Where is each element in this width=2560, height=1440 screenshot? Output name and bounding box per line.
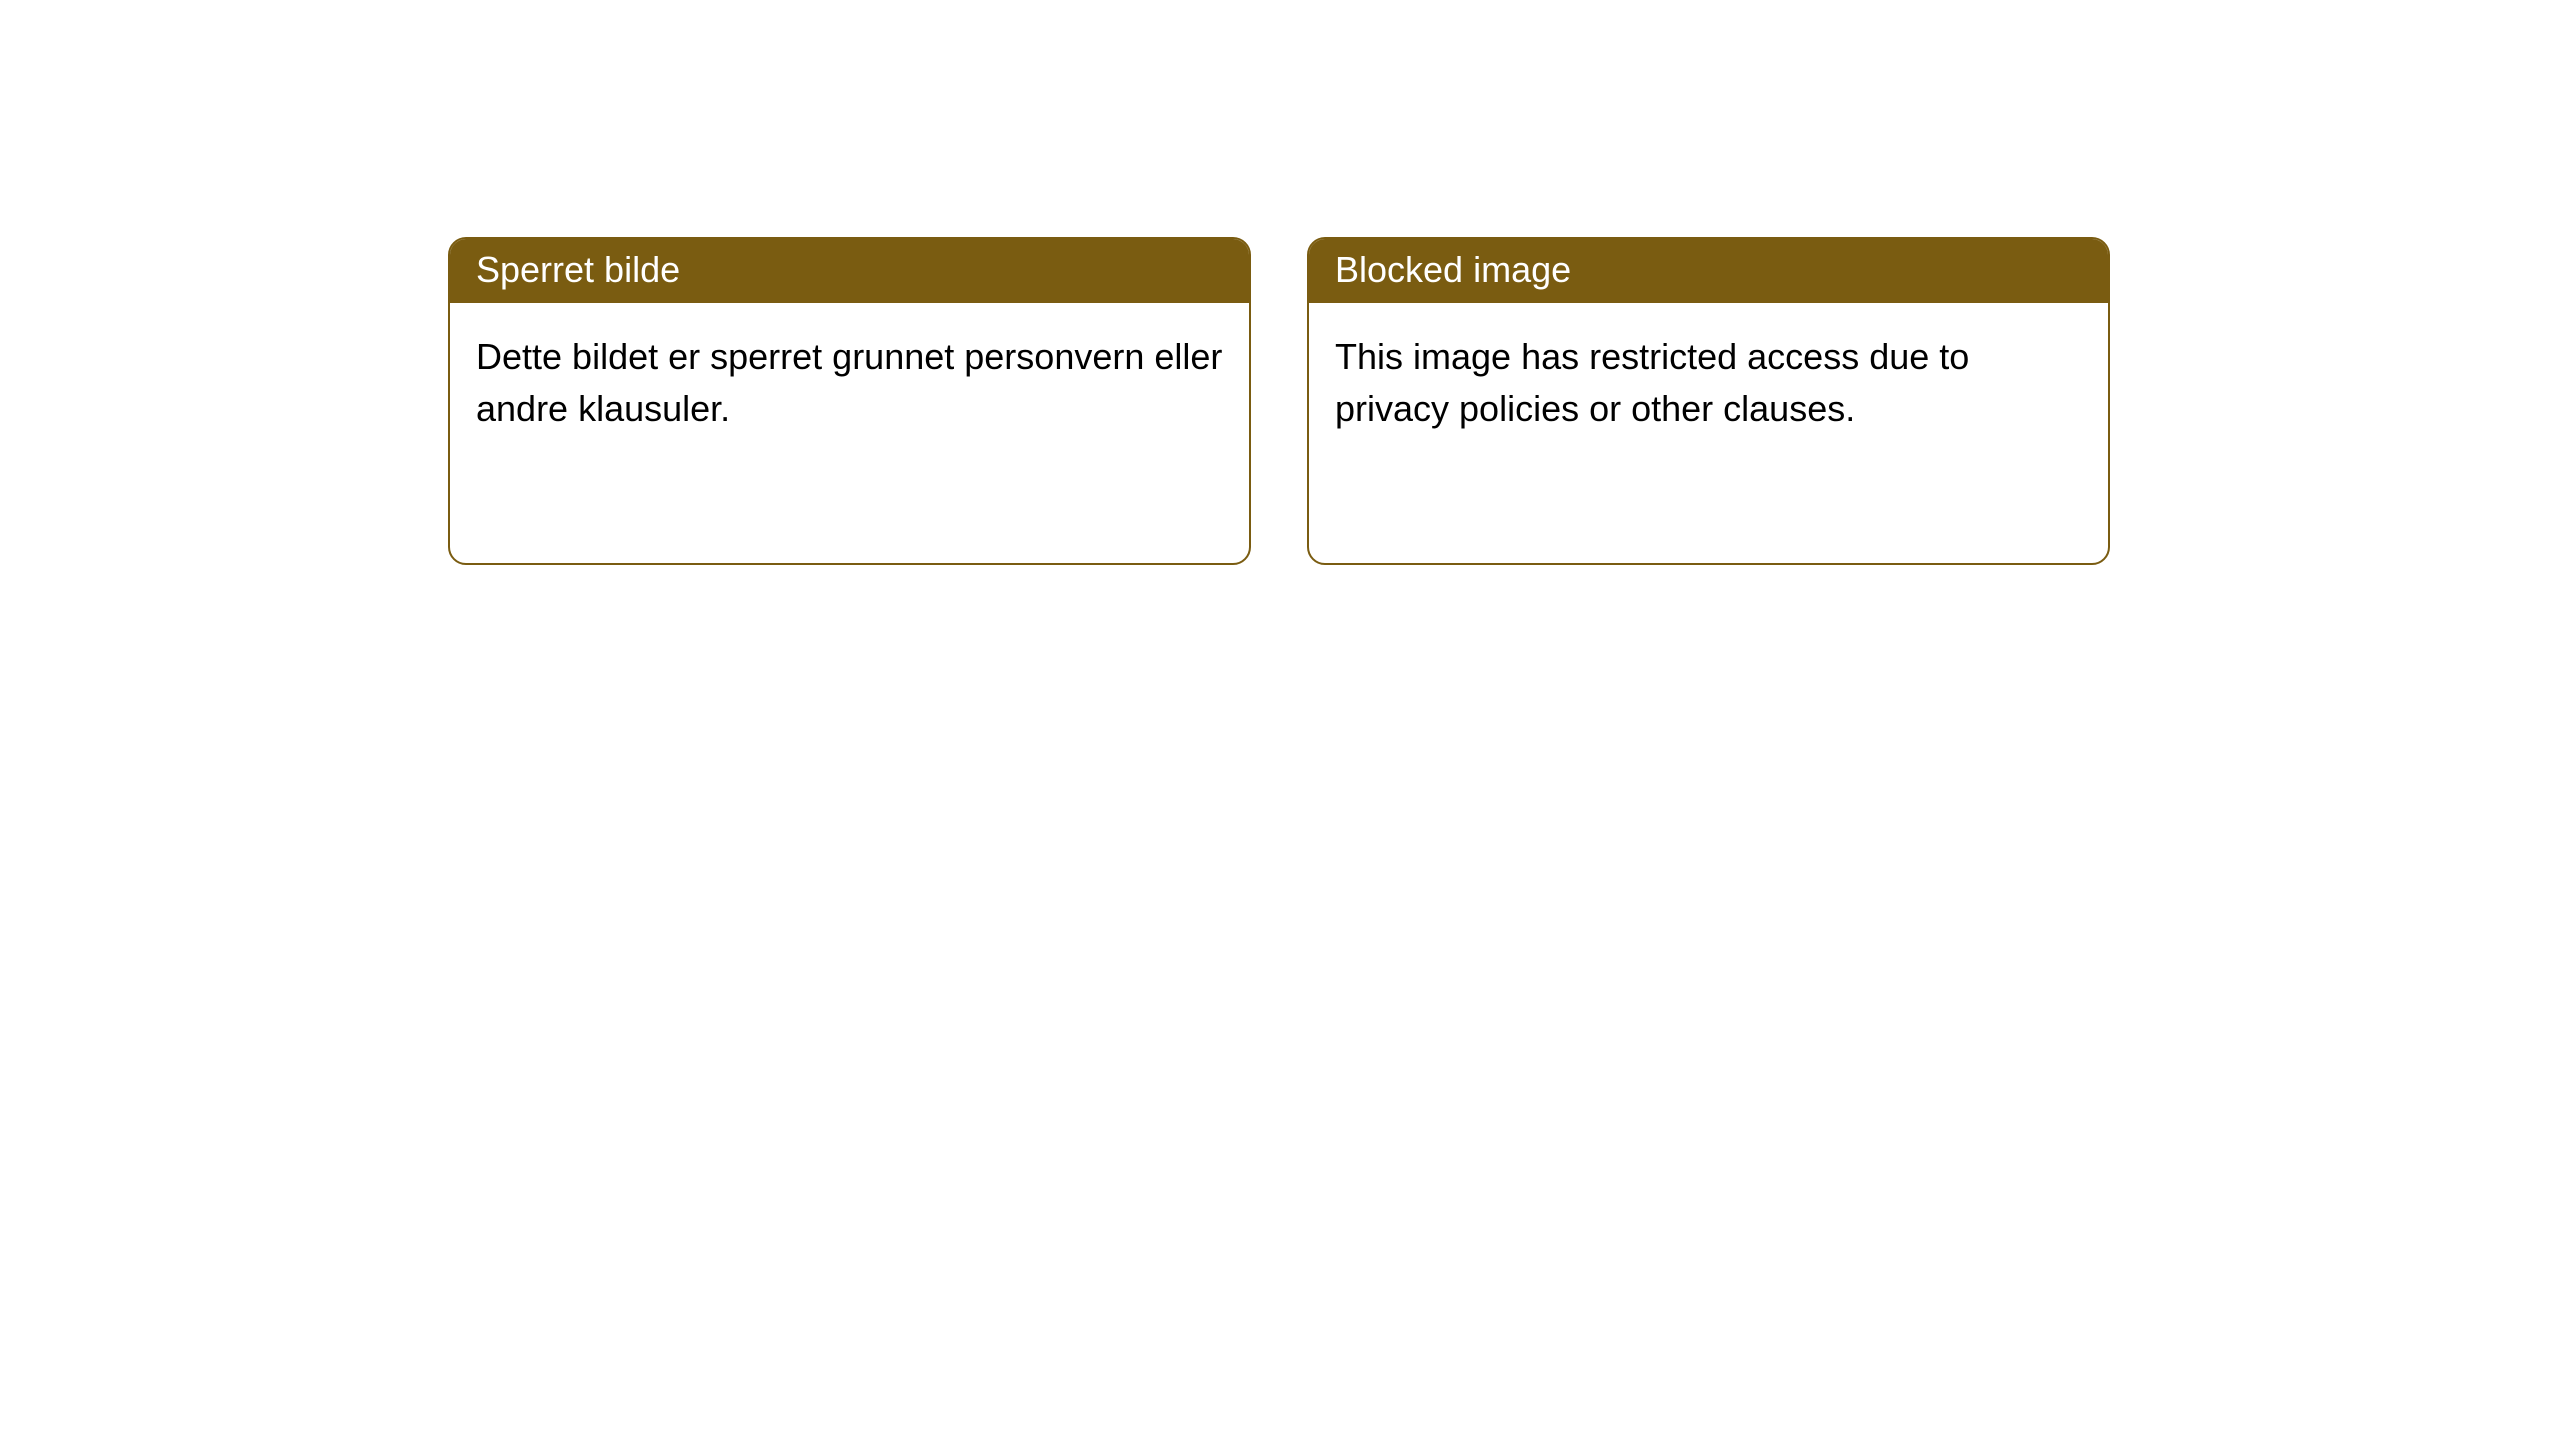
card-header-english: Blocked image xyxy=(1309,239,2108,303)
card-english: Blocked image This image has restricted … xyxy=(1307,237,2110,565)
card-header-norwegian: Sperret bilde xyxy=(450,239,1249,303)
card-norwegian: Sperret bilde Dette bildet er sperret gr… xyxy=(448,237,1251,565)
card-body-norwegian: Dette bildet er sperret grunnet personve… xyxy=(450,303,1249,563)
card-body-english: This image has restricted access due to … xyxy=(1309,303,2108,563)
blocked-image-cards: Sperret bilde Dette bildet er sperret gr… xyxy=(448,237,2110,565)
